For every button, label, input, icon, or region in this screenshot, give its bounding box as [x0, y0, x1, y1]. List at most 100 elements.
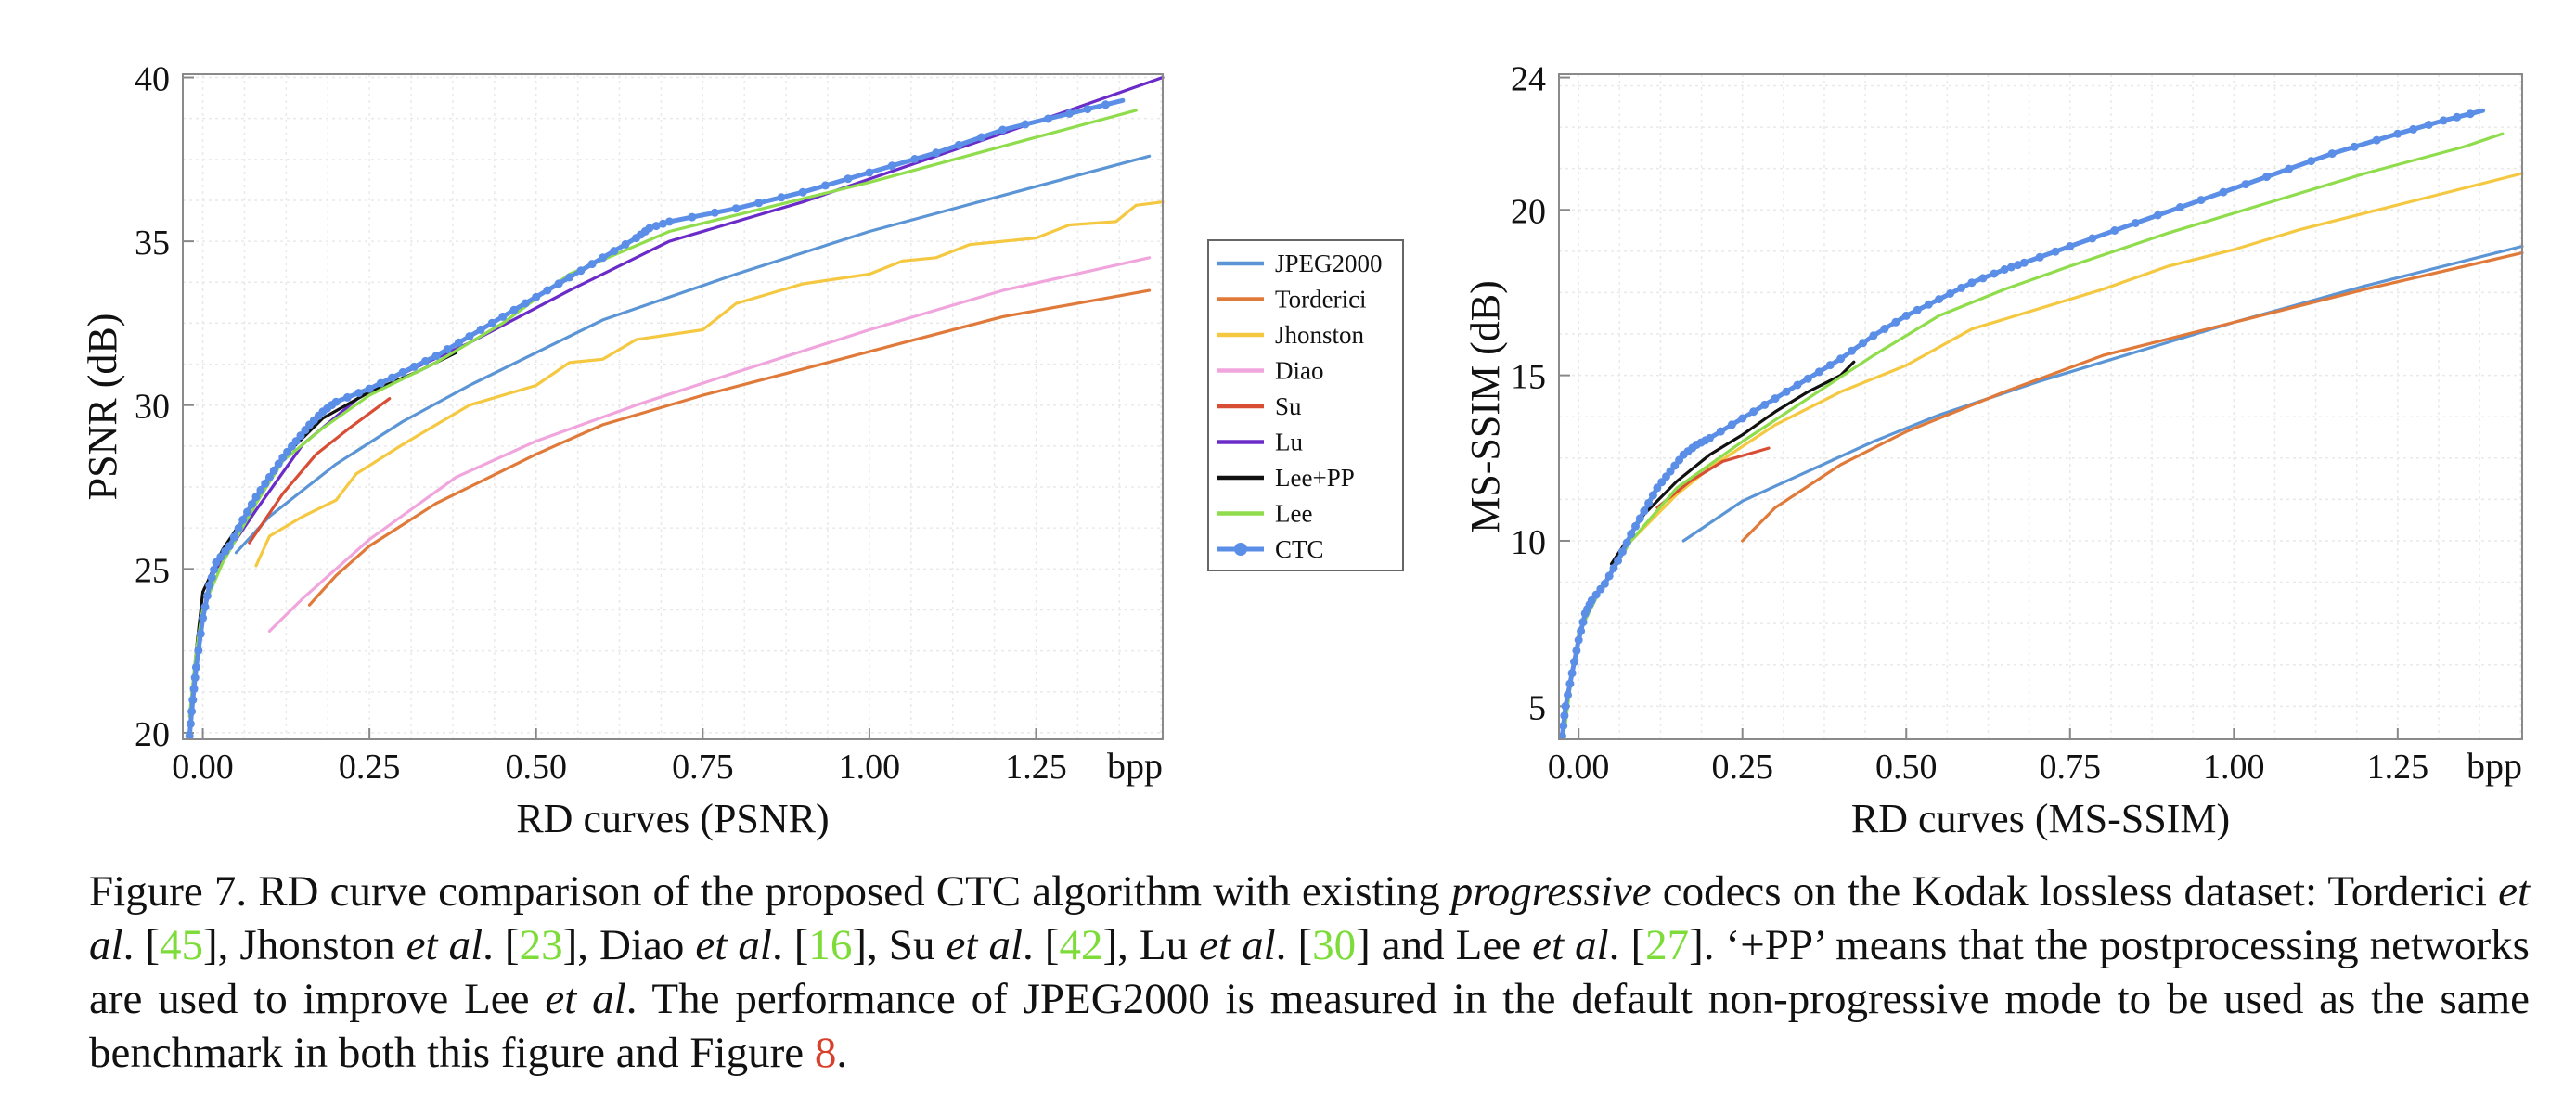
y-tick-label: 20: [135, 715, 170, 754]
legend-item-ctc: CTC: [1217, 535, 1324, 563]
point-ctc: [1814, 367, 1823, 377]
y-axis-label: MS-SSIM (dB): [1462, 280, 1508, 533]
point-ctc: [1803, 374, 1812, 383]
point-ctc: [398, 367, 407, 377]
point-ctc: [199, 613, 208, 622]
plot-frame: [1558, 73, 2523, 740]
citation-link[interactable]: 30: [1312, 921, 1357, 969]
series-ctc: [1558, 108, 2486, 740]
point-ctc: [1021, 120, 1030, 129]
caption-text: ], Su: [852, 921, 947, 969]
point-ctc: [1644, 498, 1654, 507]
point-ctc: [261, 479, 270, 488]
series-torderici: [1741, 251, 2524, 543]
legend-label: JPEG2000: [1275, 250, 1383, 277]
series-ctc: [185, 97, 1126, 740]
y-axis-label: PSNR (dB): [80, 314, 125, 501]
point-ctc: [532, 292, 541, 301]
point-ctc: [256, 485, 265, 494]
series-jpeg2000: [234, 154, 1152, 555]
caption-text: . [: [122, 921, 160, 969]
point-ctc: [651, 222, 661, 231]
line-jhonston: [1616, 172, 2524, 556]
y-tick-label: 5: [1528, 688, 1546, 727]
line-diao: [267, 256, 1152, 634]
point-ctc: [2219, 187, 2228, 197]
legend-item-jpeg2000: JPEG2000: [1217, 250, 1383, 277]
point-ctc: [1627, 530, 1636, 539]
line-su: [248, 397, 392, 545]
point-ctc: [1990, 269, 1999, 278]
citation-link[interactable]: 23: [519, 921, 563, 969]
psnr-chart: 0.00 0.25 0.50 0.75 1.00 1.25 20 25 30 35 40 bpp RD …: [80, 60, 1165, 841]
citation-link[interactable]: 27: [1645, 921, 1690, 969]
point-ctc: [1901, 311, 1911, 320]
y-tick-label: 20: [1511, 192, 1546, 231]
x-unit-label: bpp: [1107, 745, 1163, 787]
point-ctc: [296, 431, 305, 441]
point-ctc: [1825, 361, 1835, 370]
citation-link[interactable]: 16: [808, 921, 853, 969]
legend-item-su: Su: [1217, 392, 1302, 420]
point-ctc: [1565, 679, 1575, 688]
figure-link[interactable]: 8: [814, 1029, 837, 1077]
ms-ssim-chart: 0.00 0.25 0.50 0.75 1.00 1.25 5 10 15 20 24 bpp RD c…: [1462, 60, 2524, 841]
point-ctc: [1749, 407, 1758, 417]
point-ctc: [2466, 109, 2475, 119]
citation-link[interactable]: 42: [1059, 921, 1103, 969]
line-su: [1655, 446, 1771, 509]
point-ctc: [2000, 265, 2009, 274]
point-ctc: [243, 507, 251, 517]
caption-text: . The performance of JPEG2000 is measure…: [89, 975, 2530, 1077]
point-ctc: [190, 673, 200, 683]
point-ctc: [688, 212, 697, 222]
point-ctc: [599, 253, 608, 263]
point-ctc: [1558, 731, 1566, 740]
y-tick-label: 25: [135, 551, 170, 590]
legend-marker: [1234, 543, 1247, 556]
point-ctc: [977, 133, 986, 142]
point-ctc: [910, 155, 920, 163]
point-ctc: [659, 219, 667, 228]
point-ctc: [1666, 467, 1675, 476]
x-tick-label: 1.25: [1005, 748, 1067, 787]
point-ctc: [1848, 346, 1857, 355]
caption-text: ]. ‘+PP’ means that the postprocessing n…: [89, 921, 2530, 1023]
point-ctc: [2372, 135, 2381, 145]
point-ctc: [194, 646, 203, 655]
x-tick-label: 0.00: [172, 748, 234, 787]
point-ctc: [476, 325, 485, 334]
point-ctc: [216, 552, 225, 561]
series-su: [1655, 446, 1771, 509]
legend-item-lee-plus-pp: Lee+PP: [1217, 464, 1355, 492]
point-ctc: [1609, 563, 1618, 572]
point-ctc: [186, 719, 195, 728]
caption-text: . [: [1608, 921, 1646, 969]
point-ctc: [234, 523, 243, 532]
point-ctc: [187, 707, 197, 716]
series-lu: [214, 75, 1165, 570]
series-su: [248, 397, 392, 545]
citation-link[interactable]: 45: [160, 921, 203, 969]
y-tick-label: 40: [135, 60, 170, 99]
point-ctc: [1760, 400, 1770, 409]
caption-text: . [: [1275, 921, 1313, 969]
point-ctc: [2241, 180, 2250, 189]
point-ctc: [1670, 461, 1680, 470]
point-ctc: [2424, 121, 2433, 129]
line-ctc: [187, 97, 1126, 738]
point-ctc: [1617, 547, 1627, 557]
point-ctc: [431, 352, 441, 361]
x-tick-label: 1.00: [2203, 748, 2265, 787]
point-ctc: [1738, 414, 1747, 423]
legend-label: Torderici: [1275, 286, 1367, 314]
line-jhonston: [254, 200, 1165, 568]
grid: [183, 74, 1163, 739]
point-ctc: [210, 565, 219, 574]
point-ctc: [247, 500, 256, 508]
point-ctc: [1793, 380, 1802, 390]
caption-et-al: et al: [545, 975, 626, 1023]
caption-text: . [: [483, 921, 520, 969]
line-jpeg2000: [234, 154, 1152, 555]
point-ctc: [1935, 295, 1944, 304]
